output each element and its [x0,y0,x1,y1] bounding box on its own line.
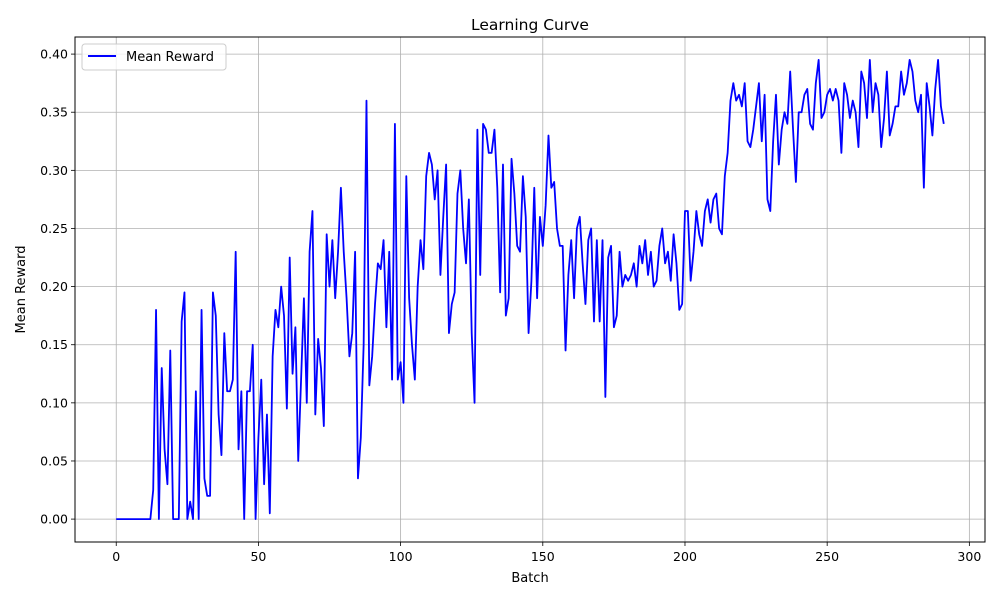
y-tick-label: 0.20 [40,279,68,294]
x-axis-ticks: 0 50 100 150 200 250 300 [112,542,981,564]
y-tick-label: 0.15 [40,337,68,352]
x-tick-label: 100 [389,549,413,564]
x-tick-label: 150 [531,549,555,564]
plot-frame [74,36,986,543]
series-line-mean-reward [116,59,945,520]
x-tick-label: 300 [957,549,981,564]
x-axis-label: Batch [511,571,548,586]
x-tick-label: 0 [112,549,120,564]
legend-box [81,43,227,71]
chart-title: Learning Curve [471,16,589,34]
y-tick-label: 0.30 [40,163,68,178]
series-layer [116,59,945,520]
y-tick-label: 0.10 [40,395,68,410]
y-axis-ticks: 0.00 0.05 0.10 0.15 0.20 0.25 0.30 0.35 0.40 [40,47,75,527]
y-tick-label: 0.35 [40,105,68,120]
legend-label-mean-reward: Mean Reward [126,50,214,65]
x-tick-label: 200 [673,549,697,564]
y-tick-label: 0.40 [40,47,68,62]
grid-lines [75,37,985,542]
x-tick-label: 50 [250,549,266,564]
y-tick-label: 0.25 [40,221,68,236]
y-tick-label: 0.05 [40,453,68,468]
legend: Mean Reward [81,43,227,71]
y-tick-label: 0.00 [40,512,68,527]
x-tick-label: 250 [815,549,839,564]
y-axis-label: Mean Reward [14,246,29,334]
